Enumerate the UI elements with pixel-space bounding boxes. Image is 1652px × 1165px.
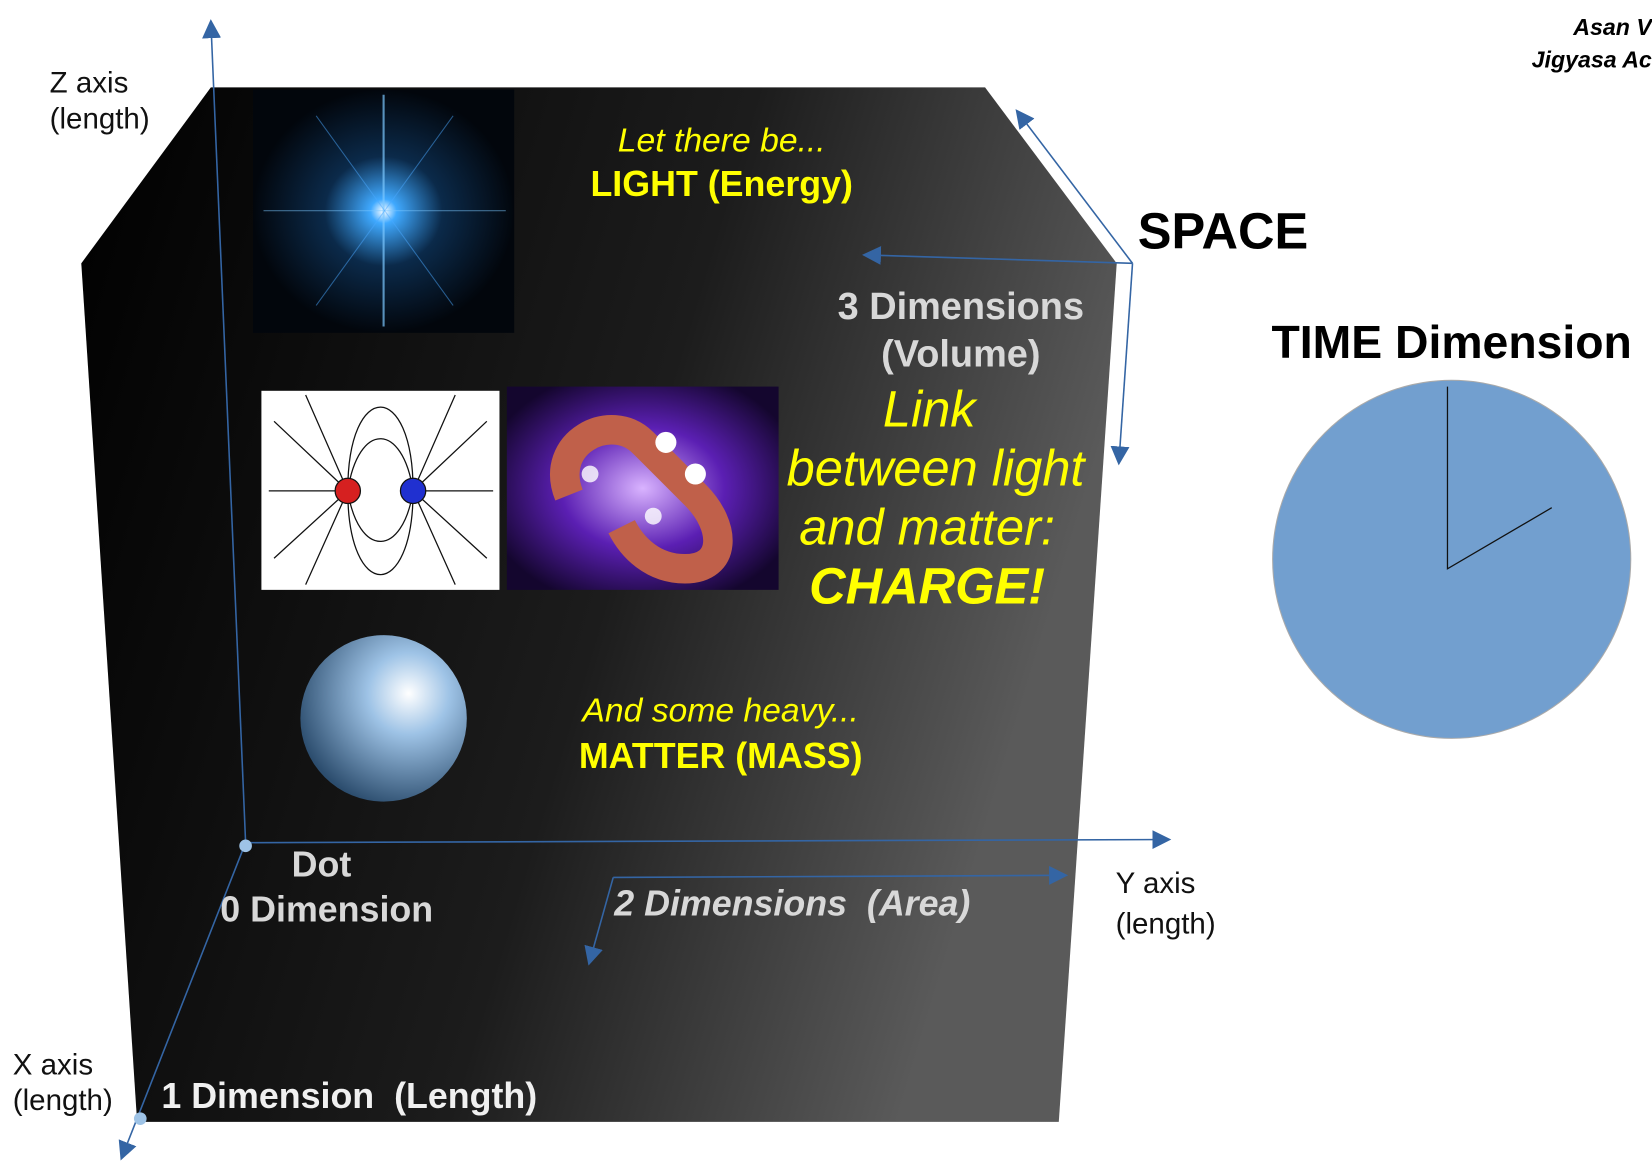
matter-sphere [300,635,467,802]
axis-label: X axis [13,1048,93,1081]
space-arrow-up [1015,109,1134,264]
charge-label: CHARGE! [809,558,1045,615]
x-axis [118,842,247,1161]
light-intro: Let there be... [618,122,826,160]
axis-label: Y axis [1116,867,1196,900]
author: Jigyasa Ac [1532,46,1652,72]
origin-dot [239,839,252,853]
time-clock [1272,379,1632,739]
author: Asan V [1572,14,1652,40]
matter-intro: And some heavy... [580,692,859,730]
magnet-image [506,386,779,590]
charge-text: and matter: [799,499,1055,556]
x-dot [133,1112,147,1125]
area-arrow-right [613,865,1069,885]
light-image [252,89,515,333]
charge-text: Link [883,381,978,438]
space-arrow-down [1110,263,1134,466]
space-dimension: 3 Dimensions [838,286,1084,328]
axis-label: (length) [13,1084,113,1117]
matter-label: MATTER (MASS) [579,736,863,776]
light-label: LIGHT (Energy) [590,164,853,204]
length-label: 1 Dimension (Length) [161,1076,537,1116]
y-axis [245,830,1172,850]
space-title: SPACE [1138,203,1308,260]
axis-label: (length) [50,103,150,136]
area-arrow-down [584,877,614,966]
z-axis [202,19,247,843]
dot-label: 0 Dimension [220,890,433,930]
cube [81,87,1117,1122]
time-title: TIME Dimension [1272,316,1632,368]
space-arrow-left [862,245,1133,265]
area-label: 2 Dimensions (Area) [613,883,970,923]
space-dimension: (Volume) [881,334,1040,376]
axis-label: Z axis [50,67,129,100]
axis-label: (length) [1116,907,1216,940]
field-image [261,390,500,590]
charge-text: between light [787,440,1087,497]
dot-label: Dot [292,844,352,884]
clock-hands [1446,386,1553,570]
axes [118,19,1172,1161]
